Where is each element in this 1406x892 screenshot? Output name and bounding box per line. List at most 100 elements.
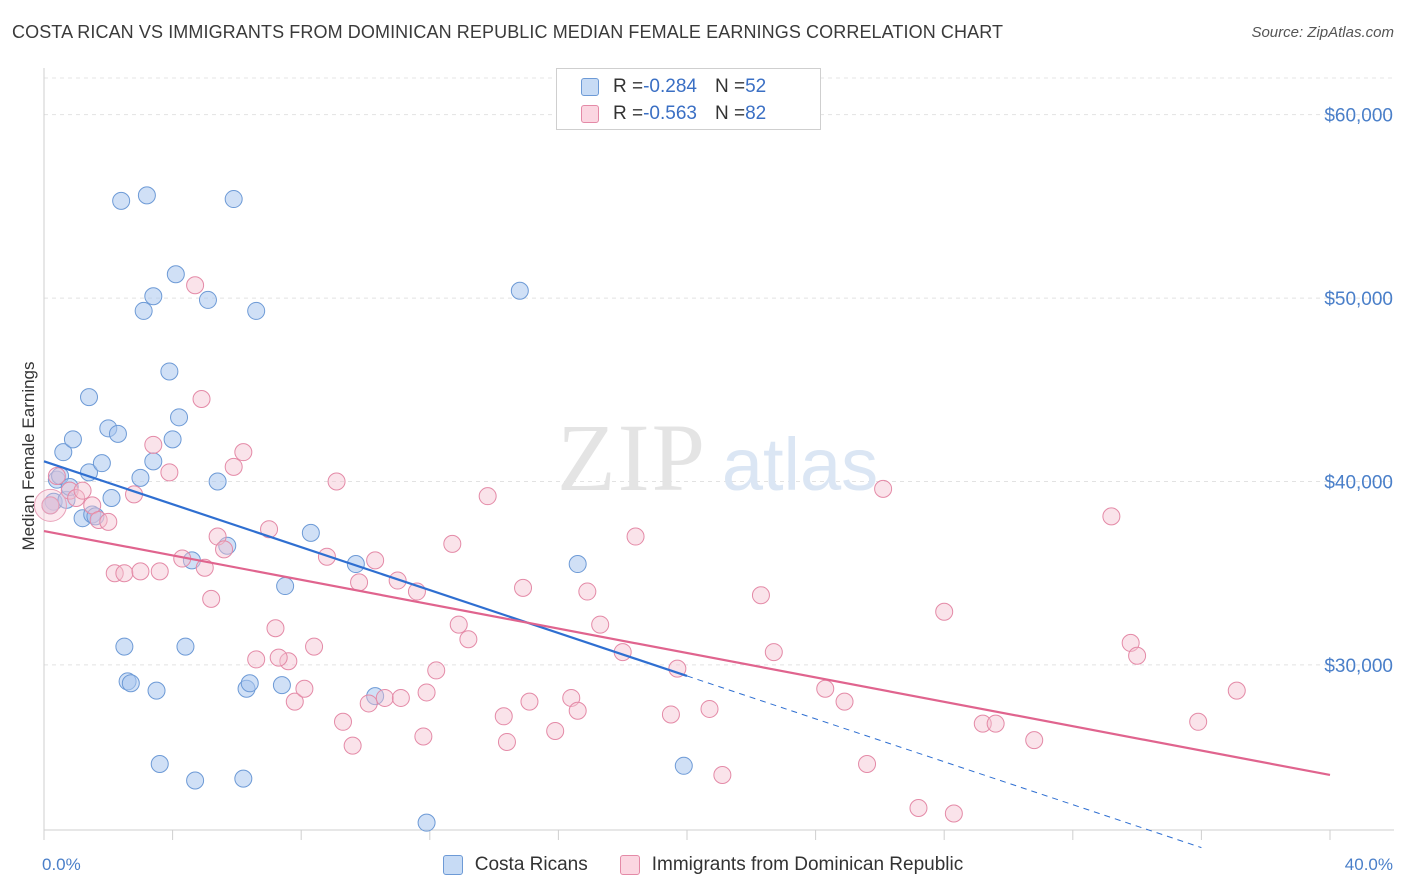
data-point: [713, 765, 732, 784]
data-point: [60, 481, 79, 500]
data-point: [54, 443, 73, 462]
legend-n-value: 52: [745, 76, 767, 97]
trendlines: [43, 460, 1331, 849]
data-point: [163, 430, 182, 449]
legend-swatch-blue: [442, 855, 463, 875]
data-point: [285, 692, 304, 711]
legend-label-costa-ricans: Costa Ricans: [474, 854, 588, 875]
legend-item-costa-ricans[interactable]: Costa Ricans: [442, 854, 588, 876]
legend-label-dominican: Immigrants from Dominican Republic: [651, 854, 964, 875]
data-point: [346, 555, 365, 574]
data-point: [224, 190, 243, 209]
data-point: [80, 463, 99, 482]
data-point: [266, 619, 285, 638]
data-point: [186, 771, 205, 790]
data-point: [272, 676, 291, 695]
data-point: [295, 679, 314, 698]
data-point: [674, 756, 693, 775]
data-point: [1128, 646, 1147, 665]
legend-swatch-pink: [619, 855, 640, 875]
legend-swatch-blue: [581, 78, 599, 96]
data-point: [858, 754, 877, 773]
correlation-legend: R = -0.284 N = 52 R = -0.563 N = 82: [556, 68, 821, 130]
axes: [43, 68, 1394, 840]
data-point: [215, 540, 234, 559]
data-point: [234, 443, 253, 462]
data-point: [333, 712, 352, 731]
data-point: [301, 523, 320, 542]
data-point: [208, 472, 227, 491]
data-point: [909, 798, 928, 817]
legend-item-dominican[interactable]: Immigrants from Dominican Republic: [619, 854, 964, 876]
data-point: [591, 615, 610, 634]
data-point: [1025, 731, 1044, 750]
data-point: [343, 736, 362, 755]
data-point: [546, 721, 565, 740]
data-point: [944, 804, 963, 823]
data-point: [661, 705, 680, 724]
data-point: [144, 435, 163, 454]
watermark: ZIP atlas: [557, 404, 878, 511]
source-label: Source: ZipAtlas.com: [1251, 24, 1394, 41]
data-point: [47, 467, 66, 486]
data-point: [973, 714, 992, 733]
data-point: [99, 512, 118, 531]
data-point: [568, 701, 587, 720]
data-point: [449, 615, 468, 634]
data-point: [115, 564, 134, 583]
data-point: [112, 191, 131, 210]
watermark-atlas: atlas: [722, 423, 878, 506]
data-point: [497, 732, 516, 751]
data-point: [417, 813, 436, 832]
gridlines: [44, 77, 1394, 666]
data-point: [150, 754, 169, 773]
data-point: [478, 487, 497, 506]
data-point: [578, 582, 597, 601]
data-point: [514, 578, 533, 597]
data-point: [568, 555, 587, 574]
data-point: [350, 573, 369, 592]
data-point: [626, 527, 645, 546]
data-point: [414, 727, 433, 746]
data-point: [986, 714, 1005, 733]
x-tick-min: 0.0%: [42, 855, 81, 874]
data-point: [510, 281, 529, 300]
data-point: [160, 463, 179, 482]
data-point: [144, 287, 163, 306]
legend-row-costa-ricans: R = -0.284 N = 52: [581, 74, 766, 100]
data-point: [816, 679, 835, 698]
legend-r-label: R =: [613, 76, 644, 97]
data-point: [668, 659, 687, 678]
data-point: [224, 457, 243, 476]
data-point: [115, 637, 134, 656]
data-point: [935, 602, 954, 621]
data-point: [198, 290, 217, 309]
data-point: [134, 301, 153, 320]
series-costa-ricans: [41, 186, 693, 832]
data-point: [764, 643, 783, 662]
legend-r-value: -0.563: [643, 103, 697, 124]
y-tick-label: $60,000: [1324, 106, 1393, 127]
legend-r-value: -0.284: [643, 76, 697, 97]
data-point: [247, 650, 266, 669]
data-point: [192, 389, 211, 408]
data-point: [80, 388, 99, 407]
data-point: [67, 489, 86, 508]
data-point: [170, 408, 189, 427]
legend-n-label: N =: [714, 103, 746, 124]
trendline-costa-ricans: [43, 460, 688, 677]
x-tick-max: 40.0%: [1345, 855, 1393, 874]
series-legend: Costa Ricans Immigrants from Dominican R…: [0, 852, 1406, 878]
data-point: [147, 681, 166, 700]
data-point: [1189, 712, 1208, 731]
data-point: [195, 558, 214, 577]
data-point: [459, 630, 478, 649]
data-point: [700, 699, 719, 718]
data-point: [359, 694, 378, 713]
data-point: [63, 430, 82, 449]
data-point: [279, 652, 298, 671]
data-point: [276, 577, 295, 596]
data-point: [835, 692, 854, 711]
data-point: [443, 534, 462, 553]
data-point: [260, 520, 279, 539]
